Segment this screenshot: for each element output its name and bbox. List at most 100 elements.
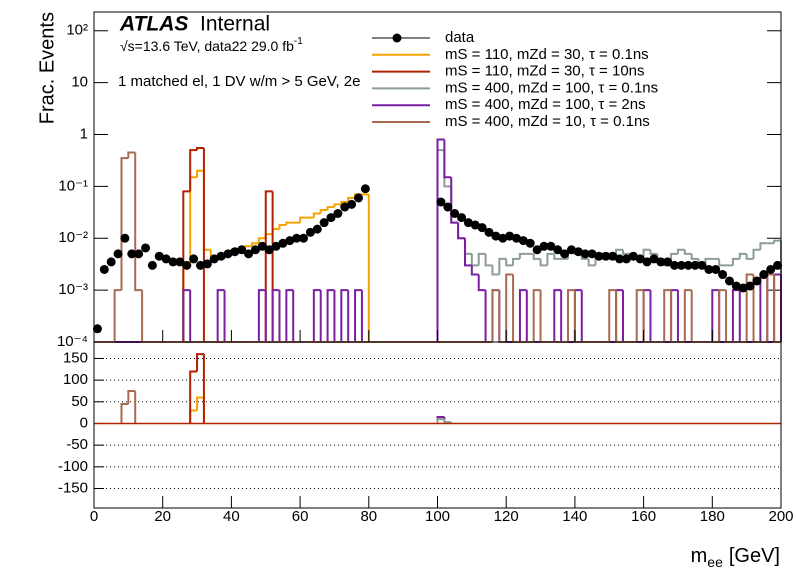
- hist-bin: [436, 138, 445, 342]
- subtitle-text: √s=13.6 TeV, data22 29.0 fb: [120, 38, 294, 54]
- y-tick-label: 1: [80, 125, 88, 142]
- data-point: [690, 260, 700, 270]
- y-tick-label: 100: [63, 371, 88, 388]
- data-point: [244, 249, 254, 259]
- data-point: [773, 260, 783, 270]
- hist-bin: [532, 253, 541, 260]
- hist-bin: [113, 289, 122, 342]
- legend-label: mS = 400, mZd = 100, τ = 0.1ns: [445, 79, 658, 96]
- hist-bin: [312, 212, 321, 218]
- data-point: [745, 281, 755, 291]
- data-point: [573, 247, 583, 257]
- data-point: [539, 241, 549, 251]
- data-point: [566, 245, 576, 255]
- data-point: [299, 233, 309, 243]
- data-point: [553, 245, 563, 255]
- hist-bin: [271, 289, 280, 342]
- atlas-label: ATLAS: [119, 13, 188, 36]
- data-point: [704, 264, 714, 274]
- data-point: [319, 218, 329, 228]
- x-tick-label: 60: [292, 508, 309, 525]
- x-tick-label: 140: [562, 508, 587, 525]
- ratio-bin: [196, 396, 204, 411]
- y-tick-label: -150: [58, 479, 88, 496]
- hist-bin: [718, 258, 727, 267]
- data-point: [608, 251, 618, 261]
- hist-bin: [278, 224, 287, 230]
- x-axis-label: mee [GeV]: [691, 545, 780, 569]
- hist-bin: [745, 273, 754, 342]
- data-point: [477, 223, 487, 233]
- data-point: [628, 251, 638, 261]
- hist-bin: [635, 289, 644, 342]
- hist-bin: [443, 139, 452, 179]
- data-point: [360, 184, 370, 194]
- hist-bin: [491, 265, 500, 276]
- hist-bin: [299, 216, 307, 223]
- data-point: [470, 220, 480, 230]
- hist-bin: [608, 289, 617, 342]
- data-point: [147, 260, 157, 270]
- hist-bin: [676, 248, 685, 254]
- data-point: [250, 245, 260, 255]
- data-point: [450, 209, 460, 219]
- x-tick-label: 40: [223, 508, 240, 525]
- subtitle: √s=13.6 TeV, data22 29.0 fb-1: [120, 36, 303, 54]
- hist-bin: [745, 253, 754, 260]
- hist-bin: [642, 248, 651, 259]
- hist-bin: [285, 289, 294, 342]
- y-tick-label: 10²: [66, 22, 88, 39]
- hist-bin: [120, 157, 129, 291]
- hist-bin: [587, 258, 596, 267]
- data-point: [484, 227, 494, 237]
- x-tick-label: 0: [90, 508, 98, 525]
- data-point: [615, 254, 625, 264]
- hist-bin: [711, 289, 720, 342]
- hist-bin: [450, 177, 459, 224]
- legend-label: mS = 400, mZd = 10, τ = 0.1ns: [445, 113, 650, 130]
- data-point: [353, 193, 363, 203]
- data-point: [209, 254, 219, 264]
- data-point: [99, 264, 109, 274]
- hist-bin: [484, 253, 493, 267]
- data-point: [663, 257, 673, 267]
- x-label-symbol: m: [691, 545, 708, 567]
- hist-bin: [718, 289, 727, 342]
- data-point: [312, 224, 322, 234]
- data-point: [230, 247, 240, 257]
- data-point: [278, 238, 288, 248]
- data-point: [154, 251, 164, 261]
- y-tick-label: 10⁻²: [58, 229, 88, 246]
- hist-bin: [196, 169, 204, 178]
- hist-bin: [621, 249, 630, 255]
- data-point: [457, 213, 467, 223]
- hist-bin: [690, 253, 699, 260]
- data-point: [223, 249, 233, 259]
- x-label-unit: [GeV]: [729, 545, 780, 567]
- data-point: [237, 245, 247, 255]
- hist-bin: [539, 258, 548, 267]
- hist-bin: [326, 206, 335, 211]
- data-point: [752, 276, 762, 286]
- data-point: [120, 233, 130, 243]
- data-point: [587, 249, 597, 259]
- hist-bin: [326, 289, 335, 342]
- hist-bin: [463, 238, 472, 267]
- hist-bin: [683, 289, 692, 342]
- data-point: [106, 257, 116, 267]
- hist-bin: [731, 257, 740, 266]
- hist-bin: [312, 289, 321, 342]
- data-point: [670, 260, 680, 270]
- data-point: [113, 249, 123, 259]
- ratio-bin: [436, 418, 445, 424]
- hist-bin: [491, 289, 500, 342]
- data-point: [436, 197, 446, 207]
- hist-bin: [498, 257, 507, 275]
- ratio-bin: [196, 353, 204, 372]
- data-point: [175, 257, 185, 267]
- hist-bin: [518, 252, 527, 259]
- data-point: [759, 270, 769, 280]
- data-point: [525, 238, 535, 248]
- data-point: [621, 254, 631, 264]
